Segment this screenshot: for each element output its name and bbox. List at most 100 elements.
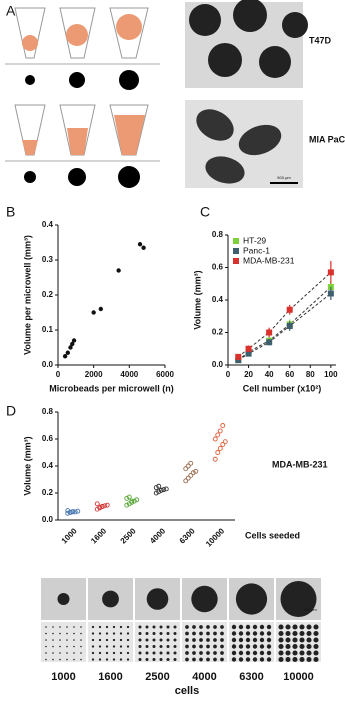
array-dot xyxy=(220,631,224,636)
array-dot xyxy=(45,632,47,635)
point xyxy=(158,487,164,493)
panel-label: D xyxy=(6,403,16,419)
array-dot xyxy=(166,651,170,655)
point xyxy=(97,504,103,510)
array-dot xyxy=(91,632,95,635)
array-dot xyxy=(245,657,251,662)
array-dot xyxy=(185,644,189,649)
array-dot xyxy=(52,639,54,641)
array-dot xyxy=(252,650,258,656)
array-dot xyxy=(59,639,61,641)
y-tick-label: 0.0 xyxy=(212,360,224,369)
x-tick-label: 6300 xyxy=(178,526,197,545)
y-tick-label: 0.2 xyxy=(212,328,224,337)
array-dot xyxy=(98,645,102,648)
array-dot xyxy=(138,658,142,661)
point xyxy=(217,428,223,434)
array-dot xyxy=(231,650,237,656)
array-dot xyxy=(126,625,130,629)
point xyxy=(185,475,191,481)
image-strip xyxy=(41,578,321,663)
point xyxy=(185,463,191,469)
array-dot xyxy=(199,657,203,662)
panel-label: A xyxy=(6,3,16,19)
x-tick-label: 1600 xyxy=(89,526,108,545)
array-dot xyxy=(206,644,210,649)
array-dot xyxy=(91,638,95,642)
point xyxy=(71,338,77,343)
array-image xyxy=(88,622,133,662)
point xyxy=(215,450,221,455)
array-dot xyxy=(59,652,61,654)
array-dot xyxy=(213,638,217,642)
array-dot xyxy=(159,625,163,629)
array-dot xyxy=(252,644,258,649)
point xyxy=(68,345,73,350)
array-dot xyxy=(213,631,217,636)
array-dot xyxy=(105,625,109,629)
array-dot xyxy=(192,657,196,662)
array-dot xyxy=(80,639,82,641)
array-dot xyxy=(173,638,177,642)
x-tick-label: 4000 xyxy=(120,370,138,379)
point xyxy=(217,446,223,451)
array-dot xyxy=(292,624,298,630)
array-dot xyxy=(231,644,237,649)
array-dot xyxy=(220,644,224,649)
array-dot xyxy=(292,637,298,643)
y-tick-label: 0.0 xyxy=(42,515,54,524)
point xyxy=(65,350,71,355)
array-dot xyxy=(185,638,189,642)
array-dot xyxy=(91,645,95,648)
array-dot xyxy=(52,626,54,628)
array-dot xyxy=(185,657,189,662)
cone-diagram xyxy=(5,7,160,188)
cell-line-label: MIA PaCa-2 xyxy=(309,134,345,144)
y-axis-label: Volume (mm³) xyxy=(22,436,32,495)
caption: cells xyxy=(175,685,199,697)
array-dot xyxy=(259,644,265,649)
y-tick-label: 0.3 xyxy=(42,255,54,264)
legend-label: HT-29 xyxy=(243,235,266,245)
array-dot xyxy=(98,651,102,655)
seeding-label: 1000 xyxy=(51,671,75,683)
point xyxy=(141,245,146,250)
point xyxy=(286,323,293,329)
array-dot xyxy=(306,643,312,650)
array-dot xyxy=(213,657,217,662)
panel-label: B xyxy=(6,204,15,220)
array-dot xyxy=(252,637,258,643)
point xyxy=(124,495,130,501)
array-dot xyxy=(173,658,177,661)
array-dot xyxy=(73,658,75,661)
array-dot xyxy=(278,624,284,630)
array-dot xyxy=(285,643,291,650)
array-dot xyxy=(45,639,47,641)
x-tick-label: 4000 xyxy=(148,526,167,545)
point xyxy=(67,509,73,515)
array-dot xyxy=(98,658,102,661)
point xyxy=(188,473,194,478)
legend-swatch xyxy=(233,238,239,244)
seeding-label: 10000 xyxy=(283,671,314,683)
array-dot xyxy=(138,638,142,642)
array-dot xyxy=(119,638,123,642)
seeding-label: 1600 xyxy=(98,671,122,683)
point xyxy=(235,353,242,360)
array-dot xyxy=(119,632,123,635)
array-dot xyxy=(166,625,170,629)
array-dot xyxy=(145,651,149,655)
point xyxy=(129,498,135,504)
array-dot xyxy=(159,632,163,635)
point xyxy=(163,486,169,492)
array-dot xyxy=(98,638,102,642)
y-axis-label: Volume (mm³) xyxy=(192,270,202,329)
spheroid xyxy=(146,588,169,610)
array-image xyxy=(41,622,86,662)
array-dot xyxy=(45,658,47,661)
legend-label: Panc-1 xyxy=(243,245,270,255)
array-dot xyxy=(266,650,272,656)
x-tick-label: 60 xyxy=(285,370,294,379)
y-tick-label: 0.0 xyxy=(42,360,54,369)
array-dot xyxy=(299,624,305,630)
